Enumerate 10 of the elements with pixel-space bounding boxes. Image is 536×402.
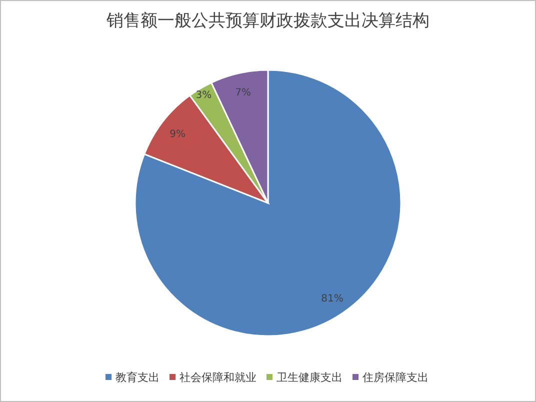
data-label: 81% bbox=[321, 294, 344, 305]
legend-label: 住房保障支出 bbox=[362, 371, 428, 384]
chart-title: 销售额一般公共预算财政拨款支出决算结构 bbox=[106, 11, 430, 31]
legend-label: 教育支出 bbox=[116, 371, 160, 384]
pie-slice bbox=[134, 69, 402, 337]
legend-label: 卫生健康支出 bbox=[276, 371, 342, 384]
data-label: 9% bbox=[170, 128, 186, 140]
legend-label: 社会保障和就业 bbox=[180, 371, 256, 384]
data-label: 3% bbox=[196, 90, 212, 102]
data-label: 7% bbox=[235, 87, 251, 98]
